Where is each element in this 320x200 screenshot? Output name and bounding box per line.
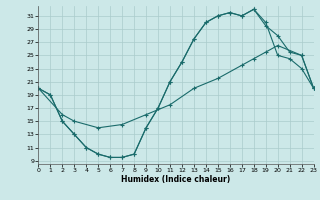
X-axis label: Humidex (Indice chaleur): Humidex (Indice chaleur) xyxy=(121,175,231,184)
